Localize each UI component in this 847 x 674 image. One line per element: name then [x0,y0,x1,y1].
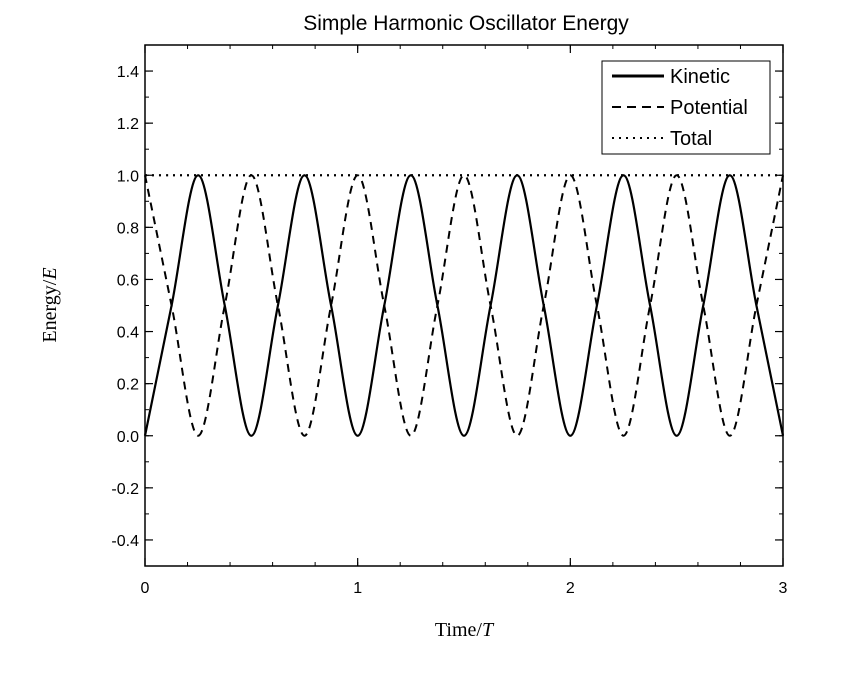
series-layer [143,174,785,437]
x-axis-label: Time/T [435,619,495,641]
y-axis-label-var: E [39,267,61,280]
legend-label-kinetic: Kinetic [670,66,730,88]
y-tick-label: 0.4 [117,325,139,342]
y-tick-label: 0.0 [117,429,139,446]
legend-label-potential: Potential [670,97,748,119]
y-tick-label: 1.4 [117,64,139,81]
y-tick-label: 0.2 [117,377,139,394]
x-tick-label: 0 [141,580,150,597]
x-axis-label-var: T [482,619,495,641]
x-tick-label: 1 [353,580,362,597]
y-tick-label: 0.6 [117,272,139,289]
y-tick-label: -0.2 [111,481,139,498]
plot-area [143,44,785,567]
y-tick-labels: -0.4 -0.2 0.0 0.2 0.4 0.6 0.8 1.0 1.2 1.4 [111,64,139,550]
legend: Kinetic Potential Total [601,60,771,155]
y-axis-label-main: Energy/ [39,279,61,342]
y-tick-label: -0.4 [111,533,139,550]
legend-label-total: Total [670,128,712,150]
y-tick-label: 0.8 [117,220,139,237]
x-tick-label: 2 [566,580,575,597]
y-axis-label: Energy/E [39,267,61,342]
y-tick-label: 1.2 [117,116,139,133]
x-tick-labels: 0 1 2 3 [141,580,788,597]
axis-ticks [144,44,784,567]
x-axis-label-main: Time/ [435,619,483,641]
series-line-kinetic [143,174,785,437]
x-tick-label: 3 [779,580,788,597]
y-tick-label: 1.0 [117,168,139,185]
chart-title: Simple Harmonic Oscillator Energy [303,12,629,35]
